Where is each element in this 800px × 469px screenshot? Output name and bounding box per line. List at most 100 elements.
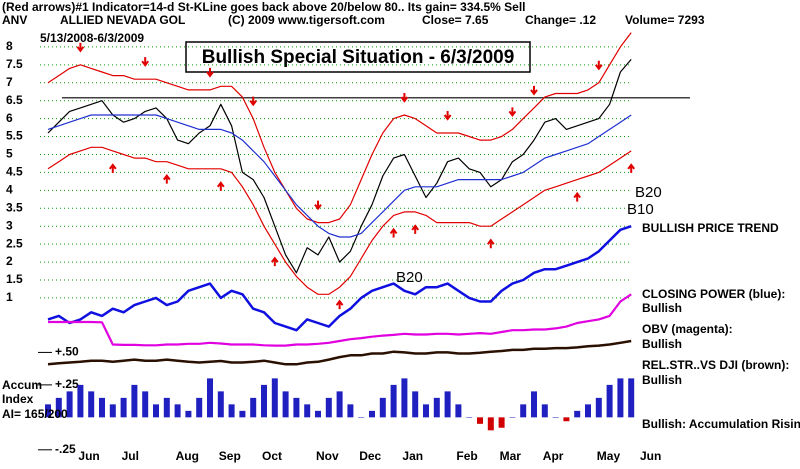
accum-bar [412, 391, 419, 418]
accum-bar [563, 417, 570, 422]
accum-bar [531, 391, 537, 418]
accum-bar [304, 404, 311, 418]
sell-arrow [141, 57, 149, 67]
buy-arrow [411, 224, 419, 234]
sell-arrow [206, 67, 214, 78]
accum-bar [271, 378, 278, 418]
header-text: Change= .12 [525, 13, 596, 27]
legend-label: CLOSING POWER (blue): [642, 287, 785, 301]
y-tick-label: 1 [6, 290, 13, 304]
accum-bar [66, 391, 73, 418]
accum-bar [293, 397, 300, 418]
buy-arrow [217, 181, 225, 191]
accum-bar [196, 397, 203, 418]
accum-bar [423, 404, 429, 418]
side-label: Bullish [642, 337, 682, 351]
accum-bar [174, 404, 181, 418]
x-tick-label: Feb [456, 449, 477, 463]
accum-bar [228, 404, 235, 418]
accum-bar [336, 391, 343, 418]
x-tick-label: Apr [543, 449, 564, 463]
header-text: ANV [2, 13, 27, 27]
buy-arrow [573, 191, 581, 202]
y-tick-label: 2 [6, 254, 13, 268]
y-tick-label: 1.5 [6, 272, 23, 286]
header-text: Close= 7.65 [422, 13, 489, 27]
x-tick-label: Jan [402, 449, 423, 463]
x-tick-label: Nov [316, 449, 339, 463]
accum-bar [142, 391, 149, 418]
accum-bar [444, 391, 451, 418]
accum-bar [585, 404, 591, 418]
accum-bar [466, 417, 473, 418]
accum-bar [88, 391, 95, 418]
accum-bar [595, 397, 602, 418]
chart-title: Bullish Special Situation - 6/3/2009 [202, 47, 515, 68]
x-tick-label: Jul [122, 449, 139, 463]
y-tick-label: 4.5 [6, 165, 23, 179]
side-label: Bullish: Accumulation Rising [642, 417, 800, 431]
sell-arrow [508, 107, 517, 118]
accum-bar [99, 397, 105, 418]
y-tick-label: 7.5 [6, 57, 23, 71]
buy-arrow [109, 163, 117, 173]
legend-label: REL.STR..VS DJI (brown): [642, 358, 789, 372]
accum-bar [509, 417, 516, 418]
x-tick-label: Sep [219, 449, 241, 463]
accum-bar [239, 410, 246, 418]
sell-arrow [249, 96, 257, 107]
accum-bar [379, 397, 386, 418]
sell-arrow [443, 110, 452, 121]
y2-tick-label: +.25 [55, 377, 79, 391]
annotation: B20 [396, 269, 423, 286]
header-text: Volume= 7293 [625, 13, 705, 27]
x-tick-label: Dec [359, 449, 381, 463]
accum-bar [77, 384, 84, 418]
buy-arrow [627, 163, 635, 173]
series-line [47, 339, 632, 366]
buy-arrow [389, 227, 398, 238]
y-tick-label: 6 [6, 111, 13, 125]
y-tick-label: 2.5 [6, 236, 23, 250]
accum-bar [606, 384, 613, 418]
accum-bar [282, 391, 289, 418]
accum-bar [55, 397, 62, 418]
accum-bar [358, 417, 365, 418]
accum-bar [541, 404, 548, 418]
annotation: B20 [635, 184, 662, 201]
y2-tick-label: -.25 [55, 442, 76, 456]
x-tick-label: Oct [262, 449, 282, 463]
accum-bar [390, 384, 397, 418]
series-line [47, 59, 632, 274]
side-label: BULLISH PRICE TREND [642, 221, 779, 235]
y-tick-label: 3 [6, 218, 13, 232]
accum-label: Index [2, 392, 34, 406]
accum-label: AI= 165/200 [2, 407, 68, 421]
x-tick-label: Jun [640, 449, 661, 463]
accum-bar [185, 410, 192, 418]
y-tick-label: 7 [6, 75, 13, 89]
buy-arrow [163, 173, 171, 184]
header-text: (C) 2009 www.tigersoft.com [228, 13, 385, 27]
series-line [47, 114, 632, 238]
header-text: ALLIED NEVADA GOL [60, 13, 185, 27]
accum-bar [217, 391, 224, 418]
y-tick-label: 3.5 [6, 200, 23, 214]
y-tick-label: 5 [6, 147, 13, 161]
side-label: Bullish [642, 373, 682, 387]
accum-bar [207, 378, 213, 418]
x-tick-label: Mar [500, 449, 522, 463]
y-tick-label: 6.5 [6, 93, 23, 107]
accum-bar [401, 378, 408, 418]
x-tick-label: Jun [78, 449, 99, 463]
accum-bar [498, 417, 505, 428]
buy-arrow [487, 238, 495, 249]
y-tick-label: 8 [6, 39, 13, 53]
header-text: (Red arrows)#1 Indicator=14-d St-KLine g… [2, 0, 526, 14]
accum-bar [574, 410, 581, 418]
accum-bar [369, 410, 375, 418]
sell-arrow [530, 85, 538, 96]
side-label: Bullish [642, 301, 682, 315]
sell-arrow [76, 42, 85, 53]
